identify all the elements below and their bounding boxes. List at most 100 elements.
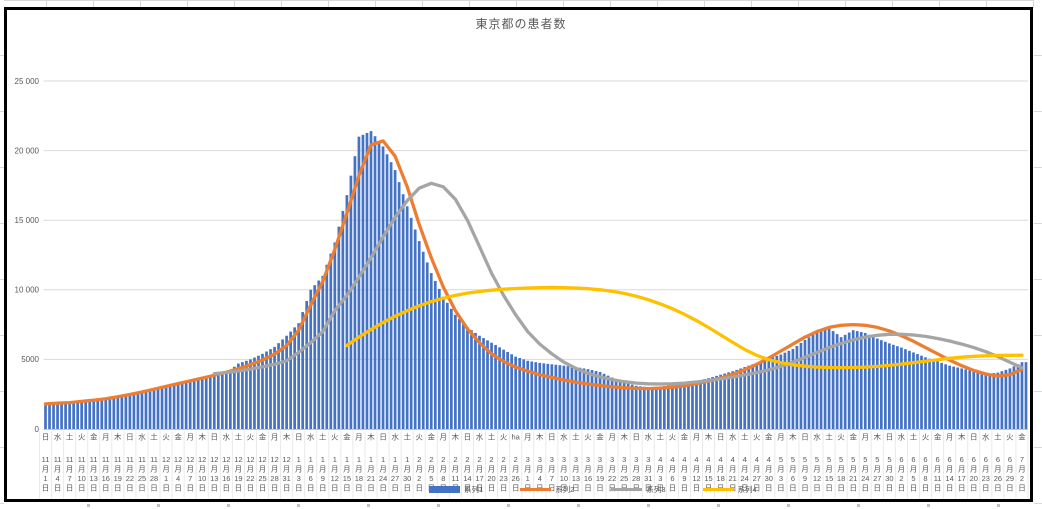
svg-text:11: 11 — [78, 455, 86, 464]
svg-text:2: 2 — [489, 455, 493, 464]
svg-text:6: 6 — [960, 455, 964, 464]
svg-text:日: 日 — [391, 484, 399, 493]
svg-text:日: 日 — [42, 484, 50, 493]
svg-text:月: 月 — [102, 433, 110, 442]
svg-text:15: 15 — [704, 474, 712, 483]
svg-text:日: 日 — [548, 484, 556, 493]
svg-text:木: 木 — [620, 432, 628, 442]
svg-text:月: 月 — [500, 465, 508, 474]
svg-text:20 000: 20 000 — [15, 146, 40, 155]
chart-legend[interactable]: 系列1 系列2 系列3 系列4 — [429, 484, 757, 495]
svg-text:19: 19 — [234, 474, 242, 483]
svg-text:土: 土 — [572, 432, 580, 442]
legend-swatch-line — [611, 487, 643, 492]
svg-text:水: 水 — [138, 432, 146, 442]
svg-text:日: 日 — [849, 484, 857, 493]
svg-text:6: 6 — [936, 455, 940, 464]
svg-text:1: 1 — [357, 455, 361, 464]
svg-text:月: 月 — [596, 465, 604, 474]
svg-text:木: 木 — [198, 432, 206, 442]
svg-text:火: 火 — [500, 433, 508, 442]
line-series-4 — [345, 285, 1024, 370]
svg-text:月: 月 — [440, 465, 448, 474]
svg-text:3: 3 — [526, 455, 530, 464]
svg-text:31: 31 — [644, 474, 652, 483]
svg-text:4: 4 — [755, 455, 759, 464]
x-axis-labels: 日11月1日水11月4日土11月7日火11月10日金11月13日月11月16日木… — [42, 432, 1027, 493]
svg-text:6: 6 — [899, 455, 903, 464]
svg-text:月: 月 — [524, 465, 532, 474]
svg-text:木: 木 — [958, 432, 966, 442]
svg-text:23: 23 — [982, 474, 990, 483]
svg-text:7: 7 — [68, 474, 72, 483]
svg-text:日: 日 — [54, 484, 62, 493]
svg-text:日: 日 — [379, 433, 387, 442]
svg-text:12: 12 — [222, 455, 230, 464]
svg-text:日: 日 — [1006, 484, 1014, 493]
svg-text:月: 月 — [910, 465, 918, 474]
svg-text:日: 日 — [211, 433, 219, 442]
svg-text:月: 月 — [608, 465, 616, 474]
svg-text:26: 26 — [994, 474, 1002, 483]
svg-text:日: 日 — [632, 433, 640, 442]
svg-text:火: 火 — [753, 433, 761, 442]
svg-text:月: 月 — [379, 465, 387, 474]
svg-text:20: 20 — [487, 474, 495, 483]
svg-text:月: 月 — [1006, 465, 1014, 474]
svg-text:月: 月 — [874, 465, 882, 474]
svg-text:水: 水 — [898, 432, 906, 442]
svg-text:日: 日 — [813, 484, 821, 493]
svg-text:月: 月 — [186, 433, 194, 442]
svg-text:1: 1 — [381, 455, 385, 464]
svg-text:日: 日 — [90, 484, 98, 493]
svg-text:日: 日 — [211, 484, 219, 493]
svg-text:12: 12 — [174, 455, 182, 464]
legend-item-2[interactable]: 系列2 — [520, 484, 574, 495]
svg-text:31: 31 — [282, 474, 290, 483]
svg-text:水: 水 — [223, 432, 231, 442]
svg-text:日: 日 — [343, 484, 351, 493]
svg-text:2: 2 — [465, 455, 469, 464]
svg-text:17: 17 — [475, 474, 483, 483]
svg-text:月: 月 — [681, 465, 689, 474]
svg-text:木: 木 — [789, 432, 797, 442]
svg-text:日: 日 — [162, 484, 170, 493]
svg-text:12: 12 — [331, 474, 339, 483]
legend-item-4[interactable]: 系列4 — [702, 484, 757, 495]
svg-text:ha: ha — [512, 433, 521, 442]
svg-text:日: 日 — [970, 433, 978, 442]
svg-text:11: 11 — [102, 455, 110, 464]
svg-text:日: 日 — [825, 484, 833, 493]
svg-text:月: 月 — [78, 465, 86, 474]
svg-text:25: 25 — [258, 474, 266, 483]
svg-text:日: 日 — [801, 484, 809, 493]
svg-text:木: 木 — [452, 432, 460, 442]
svg-text:月: 月 — [669, 465, 677, 474]
svg-text:30: 30 — [765, 474, 773, 483]
svg-text:日: 日 — [693, 484, 701, 493]
svg-text:11: 11 — [90, 455, 98, 464]
y-axis-labels: 0 5000 10 000 15 000 20 000 25 000 — [15, 77, 40, 434]
svg-text:月: 月 — [1018, 465, 1026, 474]
svg-text:16: 16 — [584, 474, 592, 483]
legend-item-3[interactable]: 系列3 — [611, 484, 666, 495]
svg-text:4: 4 — [56, 474, 60, 483]
legend-item-1[interactable]: 系列1 — [429, 484, 483, 495]
svg-text:15: 15 — [343, 474, 351, 483]
svg-text:火: 火 — [162, 433, 170, 442]
svg-text:木: 木 — [367, 432, 375, 442]
svg-text:16: 16 — [222, 474, 230, 483]
svg-text:金: 金 — [1018, 432, 1026, 442]
bar-series — [44, 131, 1028, 430]
svg-text:24: 24 — [379, 474, 387, 483]
svg-text:12: 12 — [282, 455, 290, 464]
svg-text:月: 月 — [777, 465, 785, 474]
svg-text:21: 21 — [849, 474, 857, 483]
svg-text:6: 6 — [791, 474, 795, 483]
svg-text:月: 月 — [428, 465, 436, 474]
svg-text:13: 13 — [210, 474, 218, 483]
svg-text:12: 12 — [162, 455, 170, 464]
svg-text:火: 火 — [331, 433, 339, 442]
svg-text:3: 3 — [574, 455, 578, 464]
svg-text:11: 11 — [54, 455, 62, 464]
